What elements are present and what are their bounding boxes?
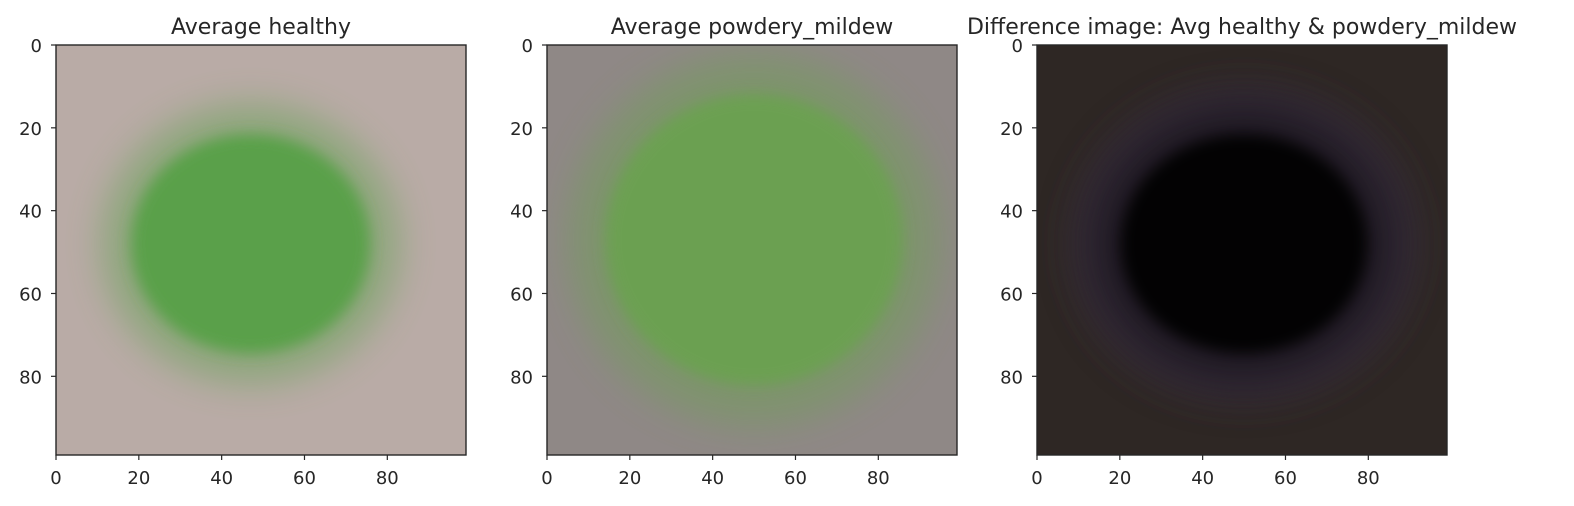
y-tick-label: 40: [510, 202, 533, 223]
panel-2: Average powdery_mildew 0 20 40 60 80 0 20 40 60 80: [510, 15, 958, 489]
x-tick-label: 60: [784, 468, 807, 489]
x-tick-label: 60: [293, 468, 316, 489]
x-tick-label: 20: [1108, 468, 1131, 489]
leaf-core: [131, 134, 370, 354]
y-tick-label: 20: [1000, 119, 1023, 140]
panel-1: Average healthy 0 20 40 60 80 0 20 40 60 80: [19, 15, 467, 489]
y-tick-label: 80: [510, 367, 533, 388]
y-tick-label: 20: [19, 119, 42, 140]
x-tick-label: 80: [867, 468, 890, 489]
y-tick-label: 80: [1000, 367, 1023, 388]
x-tick-label: 0: [50, 468, 61, 489]
axes-frame: [1036, 44, 1448, 456]
y-tick-label: 0: [31, 36, 42, 57]
x-tick-label: 40: [701, 468, 724, 489]
x-tick-label: 0: [541, 468, 552, 489]
y-tick-label: 60: [1000, 284, 1023, 305]
image-area: [547, 45, 957, 455]
panel-title: Average powdery_mildew: [611, 15, 893, 40]
panel-title: Average healthy: [171, 15, 351, 40]
x-tick-label: 80: [1357, 468, 1380, 489]
leaf-core: [604, 93, 904, 386]
image-area: [1037, 45, 1447, 455]
x-tick-label: 40: [210, 468, 233, 489]
panel-3: Difference image: Avg healthy & powdery_…: [967, 15, 1517, 489]
x-tick-label: 60: [1274, 468, 1297, 489]
x-tick-label: 20: [618, 468, 641, 489]
image-area: [56, 45, 466, 455]
x-tick-label: 40: [1191, 468, 1214, 489]
y-tick-label: 40: [19, 202, 42, 223]
x-tick-label: 20: [127, 468, 150, 489]
y-tick-label: 0: [522, 36, 533, 57]
y-tick-label: 60: [510, 284, 533, 305]
x-tick-label: 0: [1031, 468, 1042, 489]
y-tick-label: 0: [1012, 36, 1023, 57]
y-tick-label: 40: [1000, 202, 1023, 223]
y-tick-label: 20: [510, 119, 533, 140]
leaf-core: [1121, 134, 1368, 354]
y-tick-label: 80: [19, 367, 42, 388]
y-tick-label: 60: [19, 284, 42, 305]
axes-frame: [55, 44, 467, 456]
panel-title: Difference image: Avg healthy & powdery_…: [967, 15, 1517, 40]
axes-frame: [546, 44, 958, 456]
x-tick-label: 80: [376, 468, 399, 489]
